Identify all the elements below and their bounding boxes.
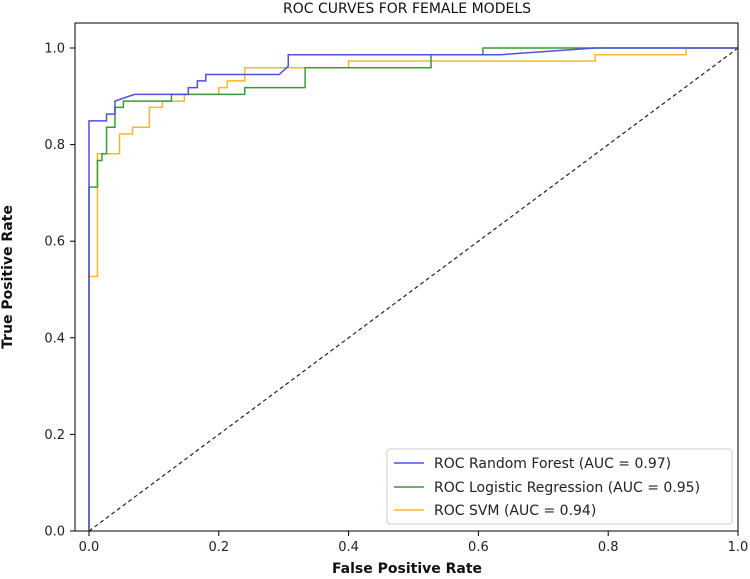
y-tick-label: 0.8 — [44, 138, 65, 153]
y-tick-label: 1.0 — [44, 42, 65, 57]
x-tick-label: 0.8 — [598, 540, 619, 555]
legend: ROC Random Forest (AUC = 0.97) ROC Logis… — [387, 449, 732, 524]
x-tick-label: 1.0 — [728, 540, 749, 555]
y-tick-label: 0.0 — [44, 525, 65, 540]
x-tick-label: 0.2 — [208, 540, 229, 555]
x-axis-label: False Positive Rate — [332, 561, 482, 577]
chart-title: ROC CURVES FOR FEMALE MODELS — [283, 1, 531, 17]
y-axis-ticks: 0.0 0.2 0.4 0.6 0.8 1.0 — [44, 42, 75, 540]
legend-label-random-forest: ROC Random Forest (AUC = 0.97) — [434, 456, 671, 472]
y-tick-label: 0.6 — [44, 235, 65, 250]
y-axis-label: True Positive Rate — [0, 205, 16, 349]
legend-label-logistic-regression: ROC Logistic Regression (AUC = 0.95) — [434, 480, 700, 496]
roc-chart: ROC CURVES FOR FEMALE MODELS 0.0 0.2 0.4 0.… — [0, 0, 750, 579]
x-tick-label: 0.4 — [338, 540, 359, 555]
x-tick-label: 0.6 — [468, 540, 489, 555]
x-tick-label: 0.0 — [79, 540, 100, 555]
y-tick-label: 0.2 — [44, 428, 65, 443]
legend-label-svm: ROC SVM (AUC = 0.94) — [434, 503, 596, 519]
y-tick-label: 0.4 — [44, 331, 65, 346]
x-axis-ticks: 0.0 0.2 0.4 0.6 0.8 1.0 — [79, 531, 749, 555]
